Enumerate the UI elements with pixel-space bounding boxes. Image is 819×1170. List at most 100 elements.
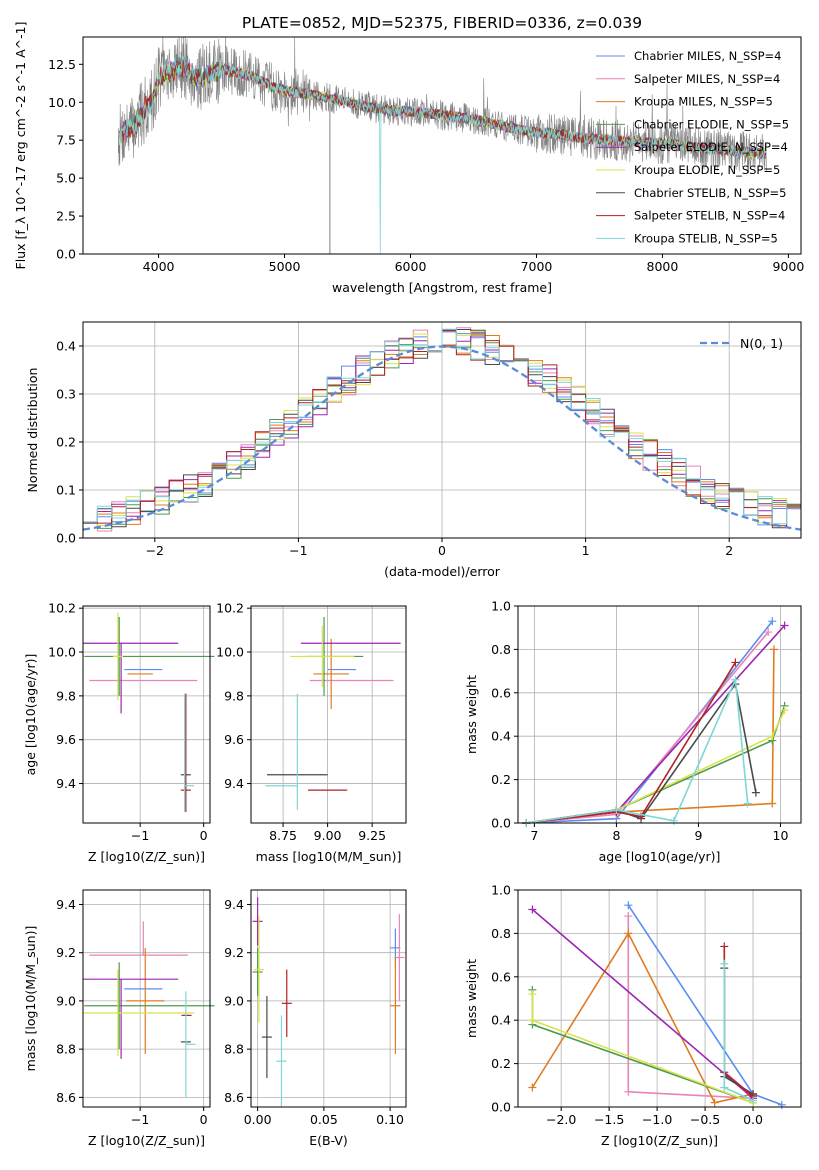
mass-weight-vs-z-xtick-label: −0.5 (690, 1112, 720, 1127)
mass-weight-vs-age-line-chabrier-stelib (526, 682, 757, 824)
age-vs-mass-ytick-label: 9.4 (224, 776, 244, 791)
spectrum-ytick-label: 7.5 (56, 133, 76, 148)
mass-vs-z-xlabel: Z [log10(Z/Z_sun)] (88, 1133, 205, 1148)
mass-weight-vs-age-ytick-label: 0.6 (491, 685, 511, 700)
spectrum-model-salpeter-stelib (119, 57, 767, 159)
mass-vs-ebv-xtick-label: 0.00 (244, 1112, 272, 1127)
mass-weight-vs-z-ytick-label: 0.2 (491, 1056, 511, 1071)
spectrum-ytick-label: 5.0 (56, 171, 76, 186)
mass-weight-vs-age-xtick-label: 10 (773, 828, 789, 843)
mass-weight-vs-z-line-chabrier-elodie (531, 989, 754, 1104)
mass-weight-vs-z-xlabel: Z [log10(Z/Z_sun)] (601, 1133, 718, 1148)
mass-weight-vs-age-point-salpeter-elodie (780, 621, 789, 630)
legend-gaussian-label: N(0, 1) (740, 336, 783, 351)
mass-weight-vs-z-point-kroupa-elodie (528, 1016, 537, 1025)
mass-weight-vs-z-line-kroupa-miles (531, 931, 754, 1104)
age-vs-z-ytick-label: 9.4 (56, 776, 76, 791)
mass-weight-vs-age-point-kroupa-miles (769, 645, 778, 654)
residuals-ytick-label: 0.1 (56, 483, 76, 498)
mass-weight-vs-age-point-salpeter-stelib (731, 658, 740, 667)
mass-weight-vs-z-ytick-label: 0.6 (491, 969, 511, 984)
mass-weight-vs-age-point-kroupa-miles (768, 799, 777, 808)
mass-weight-vs-z-point-salpeter-miles (624, 912, 633, 921)
age-vs-mass-ytick-label: 9.8 (224, 688, 244, 703)
mass-weight-vs-age-ytick-label: 0.0 (491, 816, 511, 831)
mass-weight-vs-z-point-kroupa-stelib (720, 1083, 729, 1092)
mass-weight-vs-age-line-chabrier-miles (526, 620, 773, 824)
mass-vs-z-xtick-label: −1 (131, 1112, 149, 1127)
mass-vs-ebv-xtick-label: 0.05 (310, 1112, 338, 1127)
mass-vs-ebv-ytick-label: 8.6 (224, 1090, 244, 1105)
mass-weight-vs-age-point-kroupa-elodie (780, 706, 789, 715)
mass-weight-vs-z-point-salpeter-stelib (720, 942, 729, 951)
mass-weight-vs-age-frame (517, 605, 802, 824)
legend-layer: Chabrier MILES, N_SSP=4 Salpeter MILES, N… (596, 49, 789, 351)
mass-weight-vs-age-ytick-label: 0.2 (491, 772, 511, 787)
legend-label-salpeter-stelib: Salpeter STELIB, N_SSP=4 (634, 209, 785, 223)
mass-weight-vs-z-point-salpeter-miles (624, 1087, 633, 1096)
spectrum-ytick-label: 2.5 (56, 209, 76, 224)
legend-label-kroupa-stelib: Kroupa STELIB, N_SSP=5 (634, 231, 778, 245)
mass-weight-vs-age-point-salpeter-miles (764, 628, 773, 637)
mass-weight-vs-age-point-kroupa-stelib (743, 799, 752, 808)
spectrum-ytick-label: 0.0 (56, 247, 76, 262)
spectrum-ylabel: Flux [f_λ 10^-17 erg cm^-2 s^-1 A^-1] (13, 22, 28, 270)
spectrum-xtick-label: 4000 (143, 259, 175, 274)
mass-vs-z-xtick-label: 0 (200, 1112, 208, 1127)
mass-vs-z-ytick-label: 9.0 (56, 993, 76, 1008)
grid-layer (83, 322, 801, 1108)
age-vs-mass-xtick-label: 9.25 (358, 828, 386, 843)
residuals-xtick-label: 2 (725, 543, 733, 558)
mass-weight-vs-age-point-chabrier-miles (768, 617, 777, 626)
age-vs-z-ylabel: age [log10(age/yr)] (23, 654, 38, 776)
mass-weight-vs-z-point-kroupa-miles (710, 1098, 719, 1107)
age-vs-z-ytick-label: 10.2 (48, 601, 76, 616)
age-vs-mass-ytick-label: 10.2 (216, 601, 244, 616)
spectrum-xtick-label: 6000 (395, 259, 427, 274)
mass-weight-vs-z-frame (517, 889, 802, 1108)
mass-weight-vs-z-ylabel: mass weight (464, 959, 479, 1038)
mass-weight-vs-age-point-kroupa-stelib (669, 816, 678, 825)
age-vs-mass-xtick-label: 9.00 (314, 828, 342, 843)
age-vs-mass-frame (250, 605, 407, 824)
mass-vs-ebv-xtick-label: 0.10 (376, 1112, 404, 1127)
mass-weight-vs-age-ytick-label: 0.4 (491, 729, 511, 744)
mass-vs-ebv-ytick-label: 9.4 (224, 897, 244, 912)
mass-vs-z-ylabel: mass [log10(M/M_sun)] (23, 926, 38, 1072)
mass-weight-vs-z-line-salpeter-stelib (723, 946, 754, 1097)
mass-vs-z-ytick-label: 9.2 (56, 945, 76, 960)
mass-weight-vs-age-point-kroupa-elodie (768, 732, 777, 741)
legend-label-salpeter-miles: Salpeter MILES, N_SSP=4 (634, 72, 780, 86)
mass-weight-vs-z-line-salpeter-elodie (531, 908, 754, 1099)
mass-weight-vs-z-xtick-label: −1.5 (594, 1112, 624, 1127)
mass-weight-vs-age-xtick-label: 9 (694, 828, 702, 843)
mass-weight-vs-z-ytick-label: 0.0 (491, 1100, 511, 1115)
mass-weight-vs-z-point-kroupa-elodie (528, 990, 537, 999)
residuals-xtick-label: 1 (582, 543, 590, 558)
spectrum-xlabel: wavelength [Angstrom, rest frame] (332, 280, 552, 295)
mass-weight-vs-age-xtick-label: 7 (530, 828, 538, 843)
mass-vs-ebv-ytick-label: 8.8 (224, 1042, 244, 1057)
spectrum-frame (82, 36, 802, 255)
age-vs-z-frame (82, 605, 211, 824)
legend-label-kroupa-elodie: Kroupa ELODIE, N_SSP=5 (634, 163, 780, 177)
mass-vs-ebv-ytick-label: 9.0 (224, 993, 244, 1008)
age-vs-z-xtick-label: −1 (131, 828, 149, 843)
spectrum-model-kroupa-stelib (119, 55, 767, 255)
spectrum-xtick-label: 5000 (269, 259, 301, 274)
gaussian-curve (82, 345, 802, 531)
age-vs-mass-ytick-label: 10.0 (216, 645, 244, 660)
residuals-xtick-label: 0 (438, 543, 446, 558)
age-vs-z-ytick-label: 9.8 (56, 688, 76, 703)
mass-vs-z-ytick-label: 8.6 (56, 1090, 76, 1105)
mass-vs-ebv-xlabel: E(B-V) (309, 1133, 348, 1148)
legend-label-salpeter-elodie: Salpeter ELODIE, N_SSP=4 (634, 140, 788, 154)
spectrum-xtick-label: 8000 (647, 259, 679, 274)
residuals-ytick-label: 0.0 (56, 531, 76, 546)
spectrum-ytick-label: 12.5 (48, 57, 76, 72)
mass-vs-z-ytick-label: 8.8 (56, 1042, 76, 1057)
spectrum-ytick-label: 10.0 (48, 95, 76, 110)
mass-vs-z-ytick-label: 9.4 (56, 897, 76, 912)
mass-weight-vs-z-xtick-label: −2.0 (546, 1112, 576, 1127)
mass-weight-vs-age-ylabel: mass weight (464, 675, 479, 754)
